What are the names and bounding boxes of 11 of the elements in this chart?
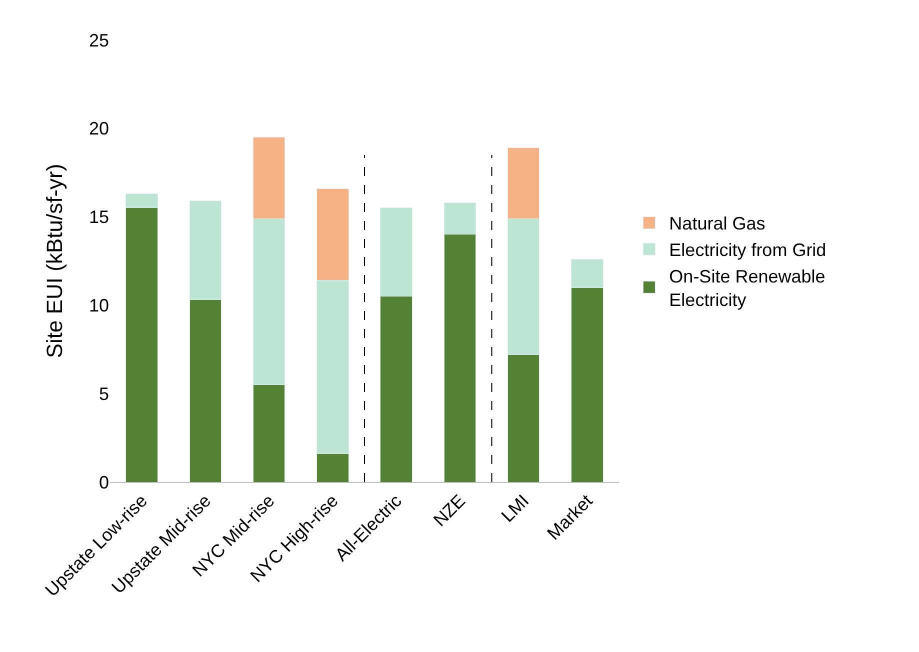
y-tick-label: 10 [88,296,109,316]
legend-label: Electricity from Grid [669,240,826,260]
legend-label: On-Site Renewable Electricity [669,266,826,310]
y-axis-title: Site EUI (kBtu/sf-yr) [42,164,67,358]
x-tick-label: LMI [497,490,533,526]
y-tick-label: 20 [88,118,109,139]
y-tick-label: 15 [88,207,109,228]
y-tick-label: 5 [98,384,109,404]
legend-label: Natural Gas [669,214,766,234]
y-tick-label: 25 [88,30,109,50]
y-tick-label: 0 [98,472,109,492]
